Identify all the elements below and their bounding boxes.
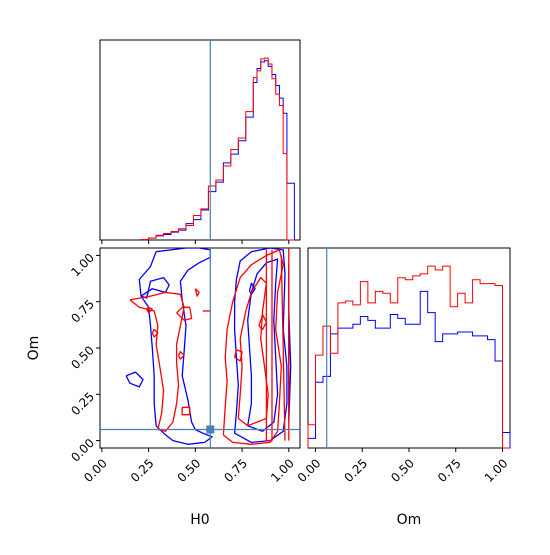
contour-lines xyxy=(125,248,292,445)
om-histogram-steps xyxy=(307,265,511,449)
contour-truth-lines xyxy=(100,248,300,448)
h0-hist-series-0 xyxy=(140,60,295,241)
h0-histogram-steps xyxy=(140,57,295,241)
h0-histogram-frame xyxy=(99,39,301,241)
contour-series-1-path-1 xyxy=(146,306,153,314)
h0-histogram-xticks xyxy=(101,240,290,244)
contour-series-1-path-12 xyxy=(265,249,273,442)
contour-ytick-label-3: 0.75 xyxy=(68,297,97,326)
om-hist-xtick-label-2: 0.50 xyxy=(388,456,417,485)
contour-xtick-label-4: 1.00 xyxy=(268,456,297,485)
contour-ytick-label-4: 1.00 xyxy=(68,251,97,280)
h0-hist-series-1 xyxy=(140,57,295,241)
truth-marker xyxy=(206,425,215,434)
contour-series-1-path-0 xyxy=(129,291,185,432)
contour-ytick-label-1: 0.25 xyxy=(68,389,97,418)
y-axis-label-om: Om xyxy=(26,336,42,361)
contour-xtick-label-1: 0.25 xyxy=(128,456,157,485)
om-histogram-panel: 0.00 0.25 0.50 0.75 1.00 Om xyxy=(295,247,511,528)
contour-series-0-path-0 xyxy=(138,248,213,445)
contour-series-1-path-2 xyxy=(151,328,159,338)
om-histogram-xticks: 0.00 0.25 0.50 0.75 1.00 xyxy=(295,448,511,485)
contour-series-1-path-5 xyxy=(177,351,185,360)
h0-histogram-panel xyxy=(99,39,301,244)
h0-om-contour-panel: 0.00 0.25 0.50 0.75 1.00 0.00 0.25 0.50 0.75 1.00… xyxy=(26,247,301,528)
contour-frame xyxy=(99,247,301,449)
contour-series-0-path-1 xyxy=(140,276,170,299)
contour-series-1-path-9 xyxy=(237,276,269,427)
x-axis-label-om: Om xyxy=(397,512,422,528)
contour-xtick-label-2: 0.50 xyxy=(175,456,204,485)
om-hist-series-1 xyxy=(307,265,510,449)
om-hist-xtick-label-4: 1.00 xyxy=(482,456,511,485)
x-axis-label-h0: H0 xyxy=(190,512,209,528)
contour-series-0-path-3 xyxy=(233,248,288,444)
contour-series-1-path-10 xyxy=(233,349,243,362)
contour-series-0-path-2 xyxy=(125,371,144,388)
om-hist-xtick-label-3: 0.75 xyxy=(435,456,464,485)
contour-ytick-label-0: 0.00 xyxy=(68,436,97,465)
contour-series-1-path-13 xyxy=(280,255,286,441)
contour-series-1-path-3 xyxy=(176,306,193,321)
contour-xtick-label-0: 0.00 xyxy=(81,456,110,485)
om-hist-xtick-label-0: 0.00 xyxy=(295,456,324,485)
contour-series-1-path-6 xyxy=(194,288,200,297)
om-hist-xtick-label-1: 0.25 xyxy=(342,456,371,485)
contour-series-1-path-4 xyxy=(181,406,191,416)
contour-ytick-label-2: 0.50 xyxy=(68,343,97,372)
contour-xtick-label-3: 0.75 xyxy=(221,456,250,485)
